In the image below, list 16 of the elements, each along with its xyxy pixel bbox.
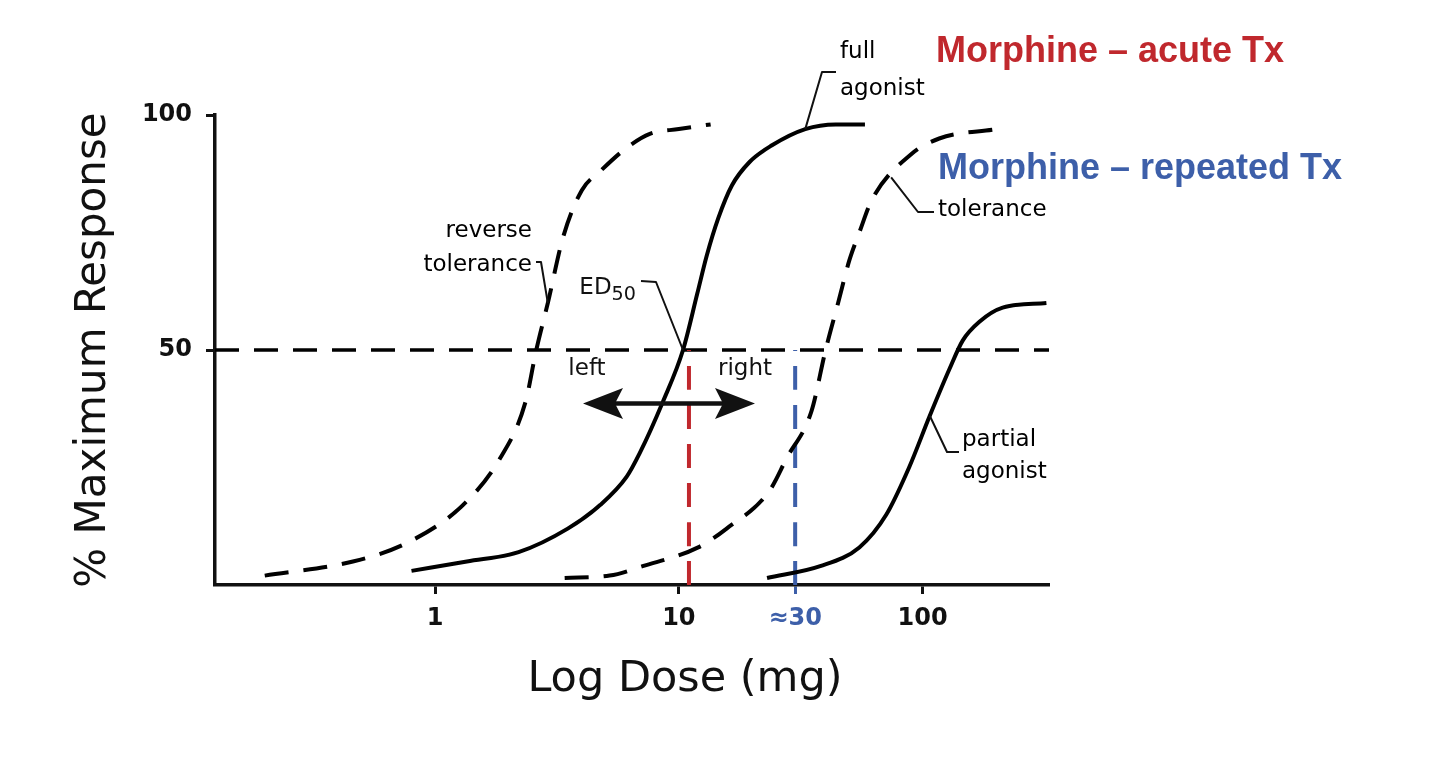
y-axis-title: % Maximum Response — [66, 112, 116, 588]
x-tick-label: 10 — [662, 602, 696, 631]
x-axis-title: Log Dose (mg) — [527, 651, 843, 701]
text: Morphine – acute Tx — [936, 29, 1285, 70]
annotation: ED$_{50}$ — [579, 272, 636, 307]
x-tick-label: 100 — [897, 602, 948, 631]
text: tolerance — [938, 194, 1047, 223]
series-label: full agonist — [840, 35, 925, 102]
x-tick-label: ≈30 — [768, 602, 822, 631]
x-tick-label: 1 — [426, 602, 444, 631]
text: Morphine – repeated Tx — [938, 146, 1343, 187]
annotation: left — [568, 353, 606, 382]
series-label: partial agonist — [962, 424, 1047, 485]
series-label: reverse tolerance — [423, 215, 532, 278]
annotation: right — [717, 353, 773, 382]
y-tick-label: 50 — [158, 334, 192, 363]
